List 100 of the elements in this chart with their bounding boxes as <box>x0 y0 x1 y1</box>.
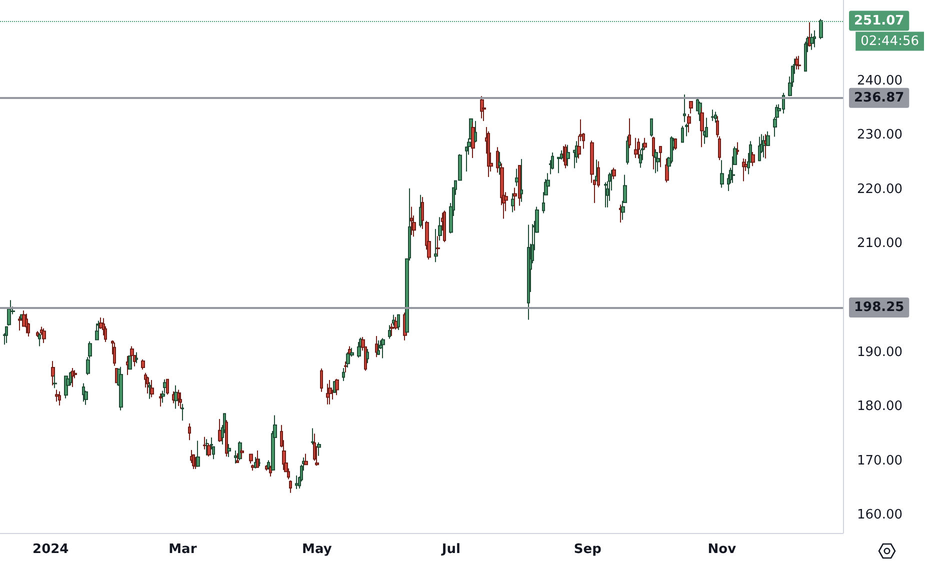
candlestick <box>71 368 74 388</box>
candlestick <box>375 335 378 358</box>
candlestick <box>249 453 253 464</box>
candlestick <box>289 480 292 494</box>
candlestick <box>711 109 715 122</box>
candlestick <box>700 106 704 148</box>
candlestick <box>128 356 132 370</box>
candlestick <box>317 442 321 456</box>
candlestick <box>335 378 339 396</box>
candlestick <box>148 382 151 400</box>
ref-line-label: 198.25 <box>854 300 904 315</box>
candlestick <box>665 158 669 183</box>
candlestick <box>236 452 239 464</box>
candlestick <box>498 151 501 176</box>
candlestick <box>240 448 244 459</box>
y-tick-label: 160.00 <box>857 508 902 523</box>
candlestick <box>313 433 316 462</box>
candlestick <box>251 464 255 472</box>
candlestick <box>438 216 442 241</box>
candlestick <box>736 142 739 156</box>
candlestick <box>227 443 231 458</box>
candlestick <box>119 366 123 411</box>
candlestick <box>113 342 116 366</box>
candlestick <box>397 314 400 331</box>
y-tick-label: 210.00 <box>857 236 902 252</box>
candlestick <box>55 389 59 402</box>
candlestick <box>146 376 149 394</box>
candlestick <box>604 182 607 208</box>
y-tick-label: 220.00 <box>857 182 902 197</box>
y-tick-label: 240.00 <box>857 73 902 88</box>
x-tick-label: 2024 <box>32 542 69 557</box>
candlestick <box>174 384 178 410</box>
candlestick <box>474 120 477 143</box>
candlestick <box>58 390 61 406</box>
x-tick-label: Nov <box>708 542 737 557</box>
candlestick <box>377 340 380 356</box>
candlestick <box>192 454 195 470</box>
y-tick-label: 190.00 <box>857 344 902 360</box>
y-tick-label: 170.00 <box>857 453 902 468</box>
candlestick <box>366 348 369 364</box>
candlestick <box>150 379 154 398</box>
y-tick-label: 230.00 <box>857 128 902 143</box>
candlestick <box>357 341 361 358</box>
candlestick <box>520 158 523 202</box>
candlestick <box>188 422 191 441</box>
candlestick <box>320 368 323 392</box>
candlestick <box>181 403 184 422</box>
candlestick <box>410 206 413 236</box>
candlestick <box>381 338 385 359</box>
candlestick <box>683 94 686 123</box>
candlestick <box>258 458 261 467</box>
candlestick <box>527 224 530 320</box>
candlestick <box>218 418 222 442</box>
candlestick <box>256 450 259 468</box>
candlestick <box>650 118 653 138</box>
candlestick <box>434 228 438 263</box>
candlestick <box>643 137 647 150</box>
x-tick-label: Jul <box>440 542 460 557</box>
candlestick <box>388 324 391 340</box>
candlestick <box>612 167 616 180</box>
candlestick <box>25 313 28 334</box>
candlestick <box>564 144 567 169</box>
candlestick <box>681 125 684 144</box>
candlestick <box>751 151 755 167</box>
candlestick <box>159 393 162 408</box>
candlestick <box>720 160 724 188</box>
candlestick <box>628 118 631 149</box>
candlestick <box>328 379 332 405</box>
candlestick <box>551 152 554 170</box>
candlestick <box>619 204 622 224</box>
candlestick <box>295 474 299 490</box>
candlestick <box>135 352 138 364</box>
candlestick <box>38 332 41 347</box>
candlestick <box>689 101 693 114</box>
candlestick <box>95 322 99 340</box>
candlestick <box>436 236 440 256</box>
ref-line-label: 251.07 <box>854 13 904 28</box>
candlestick <box>346 352 350 368</box>
candlestick <box>810 33 814 50</box>
candlestick <box>421 196 424 230</box>
candlestick <box>654 148 658 174</box>
candlestick <box>177 389 180 406</box>
candlestick <box>626 136 629 165</box>
candlestick <box>515 168 519 187</box>
candlestick <box>487 130 490 178</box>
candlestick <box>634 137 638 158</box>
candlestick <box>674 138 677 150</box>
candlestick <box>311 428 314 446</box>
candlestick <box>51 360 55 386</box>
candlestick <box>269 465 272 478</box>
candlestick <box>82 382 85 402</box>
candlestick <box>326 383 330 405</box>
candlestick <box>53 374 57 389</box>
candlestick <box>595 159 598 182</box>
candlestick <box>471 122 475 158</box>
candlestick <box>813 30 816 48</box>
candlestick <box>225 420 228 457</box>
x-tick-label: Mar <box>168 542 198 557</box>
candlestick <box>685 123 688 137</box>
candlestick <box>205 438 209 456</box>
